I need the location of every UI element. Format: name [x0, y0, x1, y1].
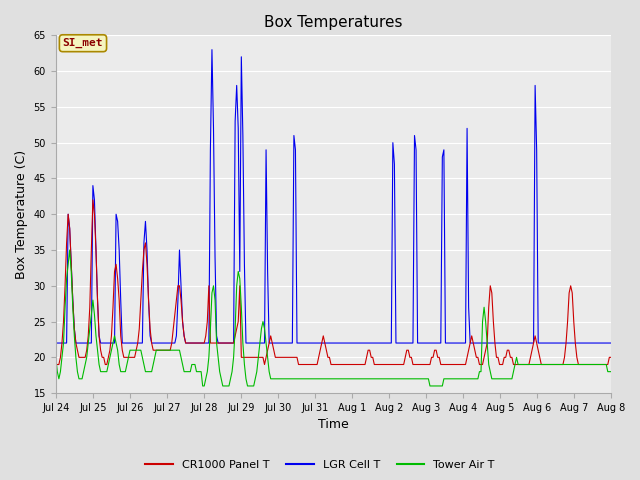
Title: Box Temperatures: Box Temperatures	[264, 15, 403, 30]
Tower Air T	[52, 354, 60, 360]
CR1000 Panel T	[607, 354, 614, 360]
LGR Cell T	[208, 47, 216, 52]
X-axis label: Time: Time	[318, 419, 349, 432]
Tower Air T	[607, 369, 614, 374]
Tower Air T	[579, 361, 587, 367]
CR1000 Panel T	[296, 361, 304, 367]
CR1000 Panel T	[237, 354, 245, 360]
LGR Cell T	[52, 340, 60, 346]
Tower Air T	[239, 340, 246, 346]
Line: CR1000 Panel T: CR1000 Panel T	[56, 200, 611, 364]
LGR Cell T	[247, 340, 255, 346]
LGR Cell T	[219, 340, 227, 346]
CR1000 Panel T	[52, 361, 60, 367]
CR1000 Panel T	[578, 361, 586, 367]
Tower Air T	[298, 376, 305, 382]
Tower Air T	[199, 383, 207, 389]
LGR Cell T	[296, 340, 304, 346]
Line: Tower Air T: Tower Air T	[56, 250, 611, 386]
LGR Cell T	[237, 54, 245, 60]
Y-axis label: Box Temperature (C): Box Temperature (C)	[15, 150, 28, 279]
Legend: CR1000 Panel T, LGR Cell T, Tower Air T: CR1000 Panel T, LGR Cell T, Tower Air T	[141, 456, 499, 474]
Tower Air T	[122, 369, 129, 374]
CR1000 Panel T	[122, 354, 129, 360]
Tower Air T	[220, 383, 228, 389]
Line: LGR Cell T: LGR Cell T	[56, 49, 611, 343]
Text: SI_met: SI_met	[63, 38, 103, 48]
CR1000 Panel T	[219, 340, 227, 346]
LGR Cell T	[607, 340, 614, 346]
Tower Air T	[66, 247, 74, 253]
LGR Cell T	[578, 340, 586, 346]
LGR Cell T	[120, 340, 127, 346]
CR1000 Panel T	[89, 197, 97, 203]
Tower Air T	[248, 383, 256, 389]
CR1000 Panel T	[247, 354, 255, 360]
